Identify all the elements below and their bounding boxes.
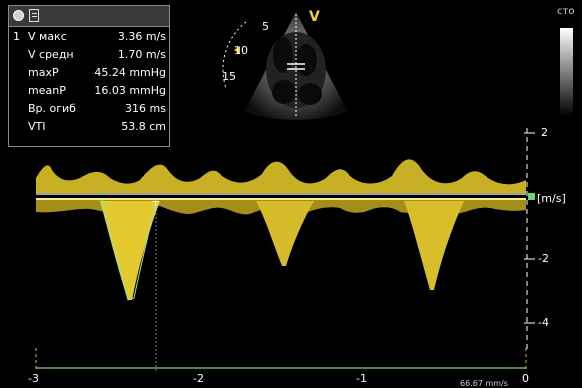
- doppler-jet-1: [100, 201, 160, 300]
- velocity-unit: [m/s]: [537, 192, 566, 205]
- panel-header: [9, 6, 169, 27]
- measurement-row-meanp: meanP 16.03 mmHg: [9, 82, 171, 99]
- time-tick-label: -3: [28, 372, 39, 385]
- sweep-speed: 66.67 mm/s: [460, 379, 508, 388]
- measurement-value: 16.03 mmHg: [94, 84, 166, 97]
- measurement-panel: 1 V макс 3.36 m/s V средн 1.70 m/s maxP …: [8, 5, 170, 147]
- doppler-jet-3: [404, 201, 464, 290]
- time-tick-label: -1: [356, 372, 367, 385]
- record-icon[interactable]: [13, 10, 24, 21]
- measurement-label: maxP: [28, 66, 59, 79]
- velocity-tick-label: -2: [538, 252, 549, 265]
- measurement-label: Вр. огиб: [28, 102, 76, 115]
- depth-label-15: 15: [222, 70, 236, 83]
- caliper-cross-left: +: [98, 195, 107, 208]
- doppler-upper-band: [36, 159, 526, 193]
- corner-label: сто: [557, 6, 575, 17]
- measurement-row-vmax: 1 V макс 3.36 m/s: [9, 28, 171, 45]
- measurement-value: 45.24 mmHg: [94, 66, 166, 79]
- measurement-label: V средн: [28, 48, 74, 61]
- caliper-cross-right: +: [151, 195, 160, 208]
- velocity-tick-label: -4: [538, 316, 549, 329]
- velocity-tick-label: 2: [541, 126, 548, 139]
- measurement-row-maxp: maxP 45.24 mmHg: [9, 64, 171, 81]
- time-tick-label: 0: [522, 372, 529, 385]
- depth-label-5: 5: [262, 20, 269, 33]
- measurement-row-vmean: V средн 1.70 m/s: [9, 46, 171, 63]
- measurement-label: V макс: [28, 30, 67, 43]
- measurement-label: VTI: [28, 120, 46, 133]
- depth-label-10: 10: [234, 44, 248, 57]
- measurement-value: 316 ms: [125, 102, 166, 115]
- measurement-row-vti: VTI 53.8 cm: [9, 118, 171, 135]
- report-icon[interactable]: [29, 9, 39, 22]
- mode-marker: V: [309, 9, 320, 25]
- measurement-index: 1: [13, 30, 20, 43]
- doppler-jet-2: [256, 201, 314, 266]
- envelope-trace: [101, 200, 157, 301]
- measurement-value: 53.8 cm: [121, 120, 166, 133]
- measurement-value: 1.70 m/s: [117, 48, 166, 61]
- time-tick-label: -2: [193, 372, 204, 385]
- measurement-value: 3.36 m/s: [117, 30, 166, 43]
- measurement-row-decel: Вр. огиб 316 ms: [9, 100, 171, 117]
- sector-image: [222, 12, 348, 120]
- grayscale-bar: [560, 28, 573, 116]
- baseline-marker[interactable]: [528, 193, 535, 200]
- measurement-label: meanP: [28, 84, 66, 97]
